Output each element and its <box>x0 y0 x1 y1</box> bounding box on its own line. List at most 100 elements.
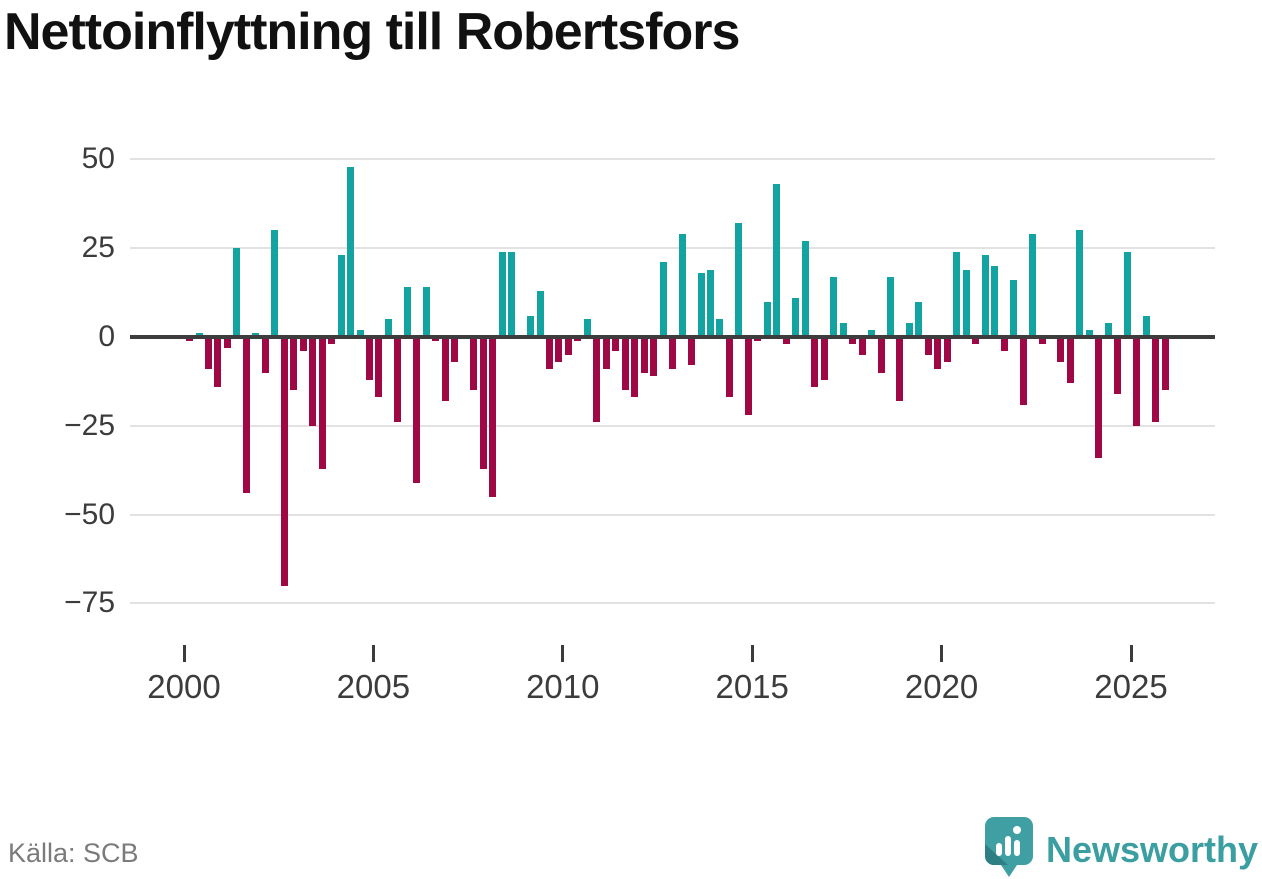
bar-2019-Q4 <box>934 337 942 369</box>
bar-2005-Q2 <box>384 319 392 337</box>
bar-2025-Q1 <box>1133 337 1141 426</box>
bar-2017-Q3 <box>849 337 856 345</box>
x-axis-tick-2015 <box>750 645 754 662</box>
x-axis-label: 2015 <box>715 668 789 705</box>
zero-axis-line <box>130 335 1215 339</box>
bar-2007-Q3 <box>470 337 478 391</box>
bar-2017-Q4 <box>858 337 866 355</box>
y-axis-label: −50 <box>64 497 115 531</box>
bar-2018-Q2 <box>877 337 885 373</box>
bar-2025-Q2 <box>1142 315 1150 337</box>
bar-2022-Q1 <box>1019 337 1027 405</box>
bar-2000-Q3 <box>204 337 212 369</box>
bar-2011-Q2 <box>612 337 620 352</box>
gridline-25 <box>130 247 1215 250</box>
bar-2002-Q2 <box>271 230 279 337</box>
bar-2024-Q4 <box>1123 251 1131 337</box>
bar-2016-Q1 <box>792 297 800 337</box>
bar-2025-Q4 <box>1161 337 1169 391</box>
x-axis-label: 2020 <box>904 668 979 705</box>
bar-2005-Q1 <box>375 337 383 398</box>
bar-2011-Q1 <box>602 337 610 369</box>
bar-2020-Q4 <box>972 337 980 345</box>
bar-2014-Q4 <box>744 337 752 416</box>
bar-2005-Q4 <box>403 287 411 337</box>
x-axis-label: 2025 <box>1094 668 1168 705</box>
bar-2012-Q3 <box>659 262 667 337</box>
x-axis-label: 2000 <box>147 668 221 705</box>
bar-2020-Q1 <box>943 337 951 362</box>
bar-2024-Q1 <box>1095 337 1103 458</box>
x-axis-label: 2010 <box>526 668 600 705</box>
bar-2007-Q4 <box>479 337 487 469</box>
bar-2014-Q2 <box>725 337 733 398</box>
bar-2009-Q3 <box>545 337 553 369</box>
bar-2022-Q2 <box>1029 234 1036 337</box>
bar-2013-Q1 <box>678 234 686 337</box>
gridline-−25 <box>130 424 1215 427</box>
bar-2001-Q2 <box>233 248 241 337</box>
bar-2018-Q1 <box>868 329 875 337</box>
bar-2009-Q1 <box>527 315 534 337</box>
bar-2022-Q3 <box>1038 337 1046 345</box>
chart-title: Nettoinflyttning till Robertsfors <box>4 3 740 61</box>
bar-2023-Q3 <box>1076 230 1084 337</box>
x-axis-tick-2025 <box>1129 645 1133 662</box>
y-axis-label: 0 <box>98 320 115 353</box>
bar-2003-Q2 <box>309 337 317 426</box>
x-axis-tick-2020 <box>940 645 944 662</box>
bar-2007-Q1 <box>451 337 459 362</box>
bar-2019-Q3 <box>924 337 932 355</box>
gridline-−75 <box>130 602 1215 605</box>
bar-2004-Q4 <box>366 337 373 380</box>
gridline-50 <box>130 158 1215 161</box>
y-axis-label: −25 <box>64 408 115 442</box>
bar-2012-Q1 <box>640 337 648 373</box>
brand-footer: Newsworthy <box>984 816 1258 879</box>
bar-2013-Q3 <box>697 273 705 337</box>
bar-2001-Q3 <box>242 337 250 494</box>
bar-2010-Q1 <box>564 337 572 355</box>
bar-2011-Q4 <box>631 337 639 398</box>
bar-2011-Q3 <box>621 337 629 391</box>
bar-2023-Q4 <box>1085 329 1093 337</box>
bar-2014-Q3 <box>735 223 743 337</box>
source-label: Källa: SCB <box>8 838 139 868</box>
bar-2012-Q2 <box>650 337 658 377</box>
bar-2006-Q4 <box>441 337 449 401</box>
y-axis-label: −75 <box>64 586 115 620</box>
bar-2016-Q3 <box>811 337 819 387</box>
brand-name: Newsworthy <box>1045 828 1258 870</box>
bar-2010-Q4 <box>593 337 601 423</box>
newsworthy-logo-icon <box>984 816 1034 879</box>
bar-2017-Q2 <box>839 322 847 337</box>
bar-2021-Q3 <box>1000 337 1008 352</box>
bar-2018-Q3 <box>886 276 894 337</box>
bar-2024-Q3 <box>1114 337 1122 394</box>
bar-2013-Q2 <box>688 337 695 366</box>
bar-2017-Q1 <box>830 276 838 337</box>
bar-2008-Q1 <box>489 337 497 497</box>
bar-2021-Q1 <box>981 255 989 337</box>
y-axis-label: 50 <box>81 142 115 176</box>
x-axis-tick-2010 <box>561 645 565 662</box>
bar-2023-Q2 <box>1066 337 1074 384</box>
bar-2018-Q4 <box>896 337 904 401</box>
bar-2015-Q4 <box>782 337 790 345</box>
bar-2004-Q3 <box>356 329 364 337</box>
x-axis-tick-2000 <box>182 645 186 662</box>
bar-2006-Q2 <box>422 287 430 337</box>
x-axis-tick-2005 <box>371 645 375 662</box>
bar-2014-Q1 <box>716 319 724 337</box>
bar-2015-Q3 <box>773 184 781 337</box>
bar-2001-Q1 <box>223 337 231 348</box>
y-axis-label: 25 <box>81 231 115 265</box>
bar-2009-Q4 <box>555 337 563 362</box>
bar-2023-Q1 <box>1057 337 1065 362</box>
bar-2009-Q2 <box>536 290 544 337</box>
bar-2021-Q4 <box>1010 280 1018 337</box>
bar-2002-Q4 <box>290 337 298 391</box>
bar-2003-Q1 <box>299 337 307 352</box>
bar-2008-Q2 <box>498 251 506 337</box>
